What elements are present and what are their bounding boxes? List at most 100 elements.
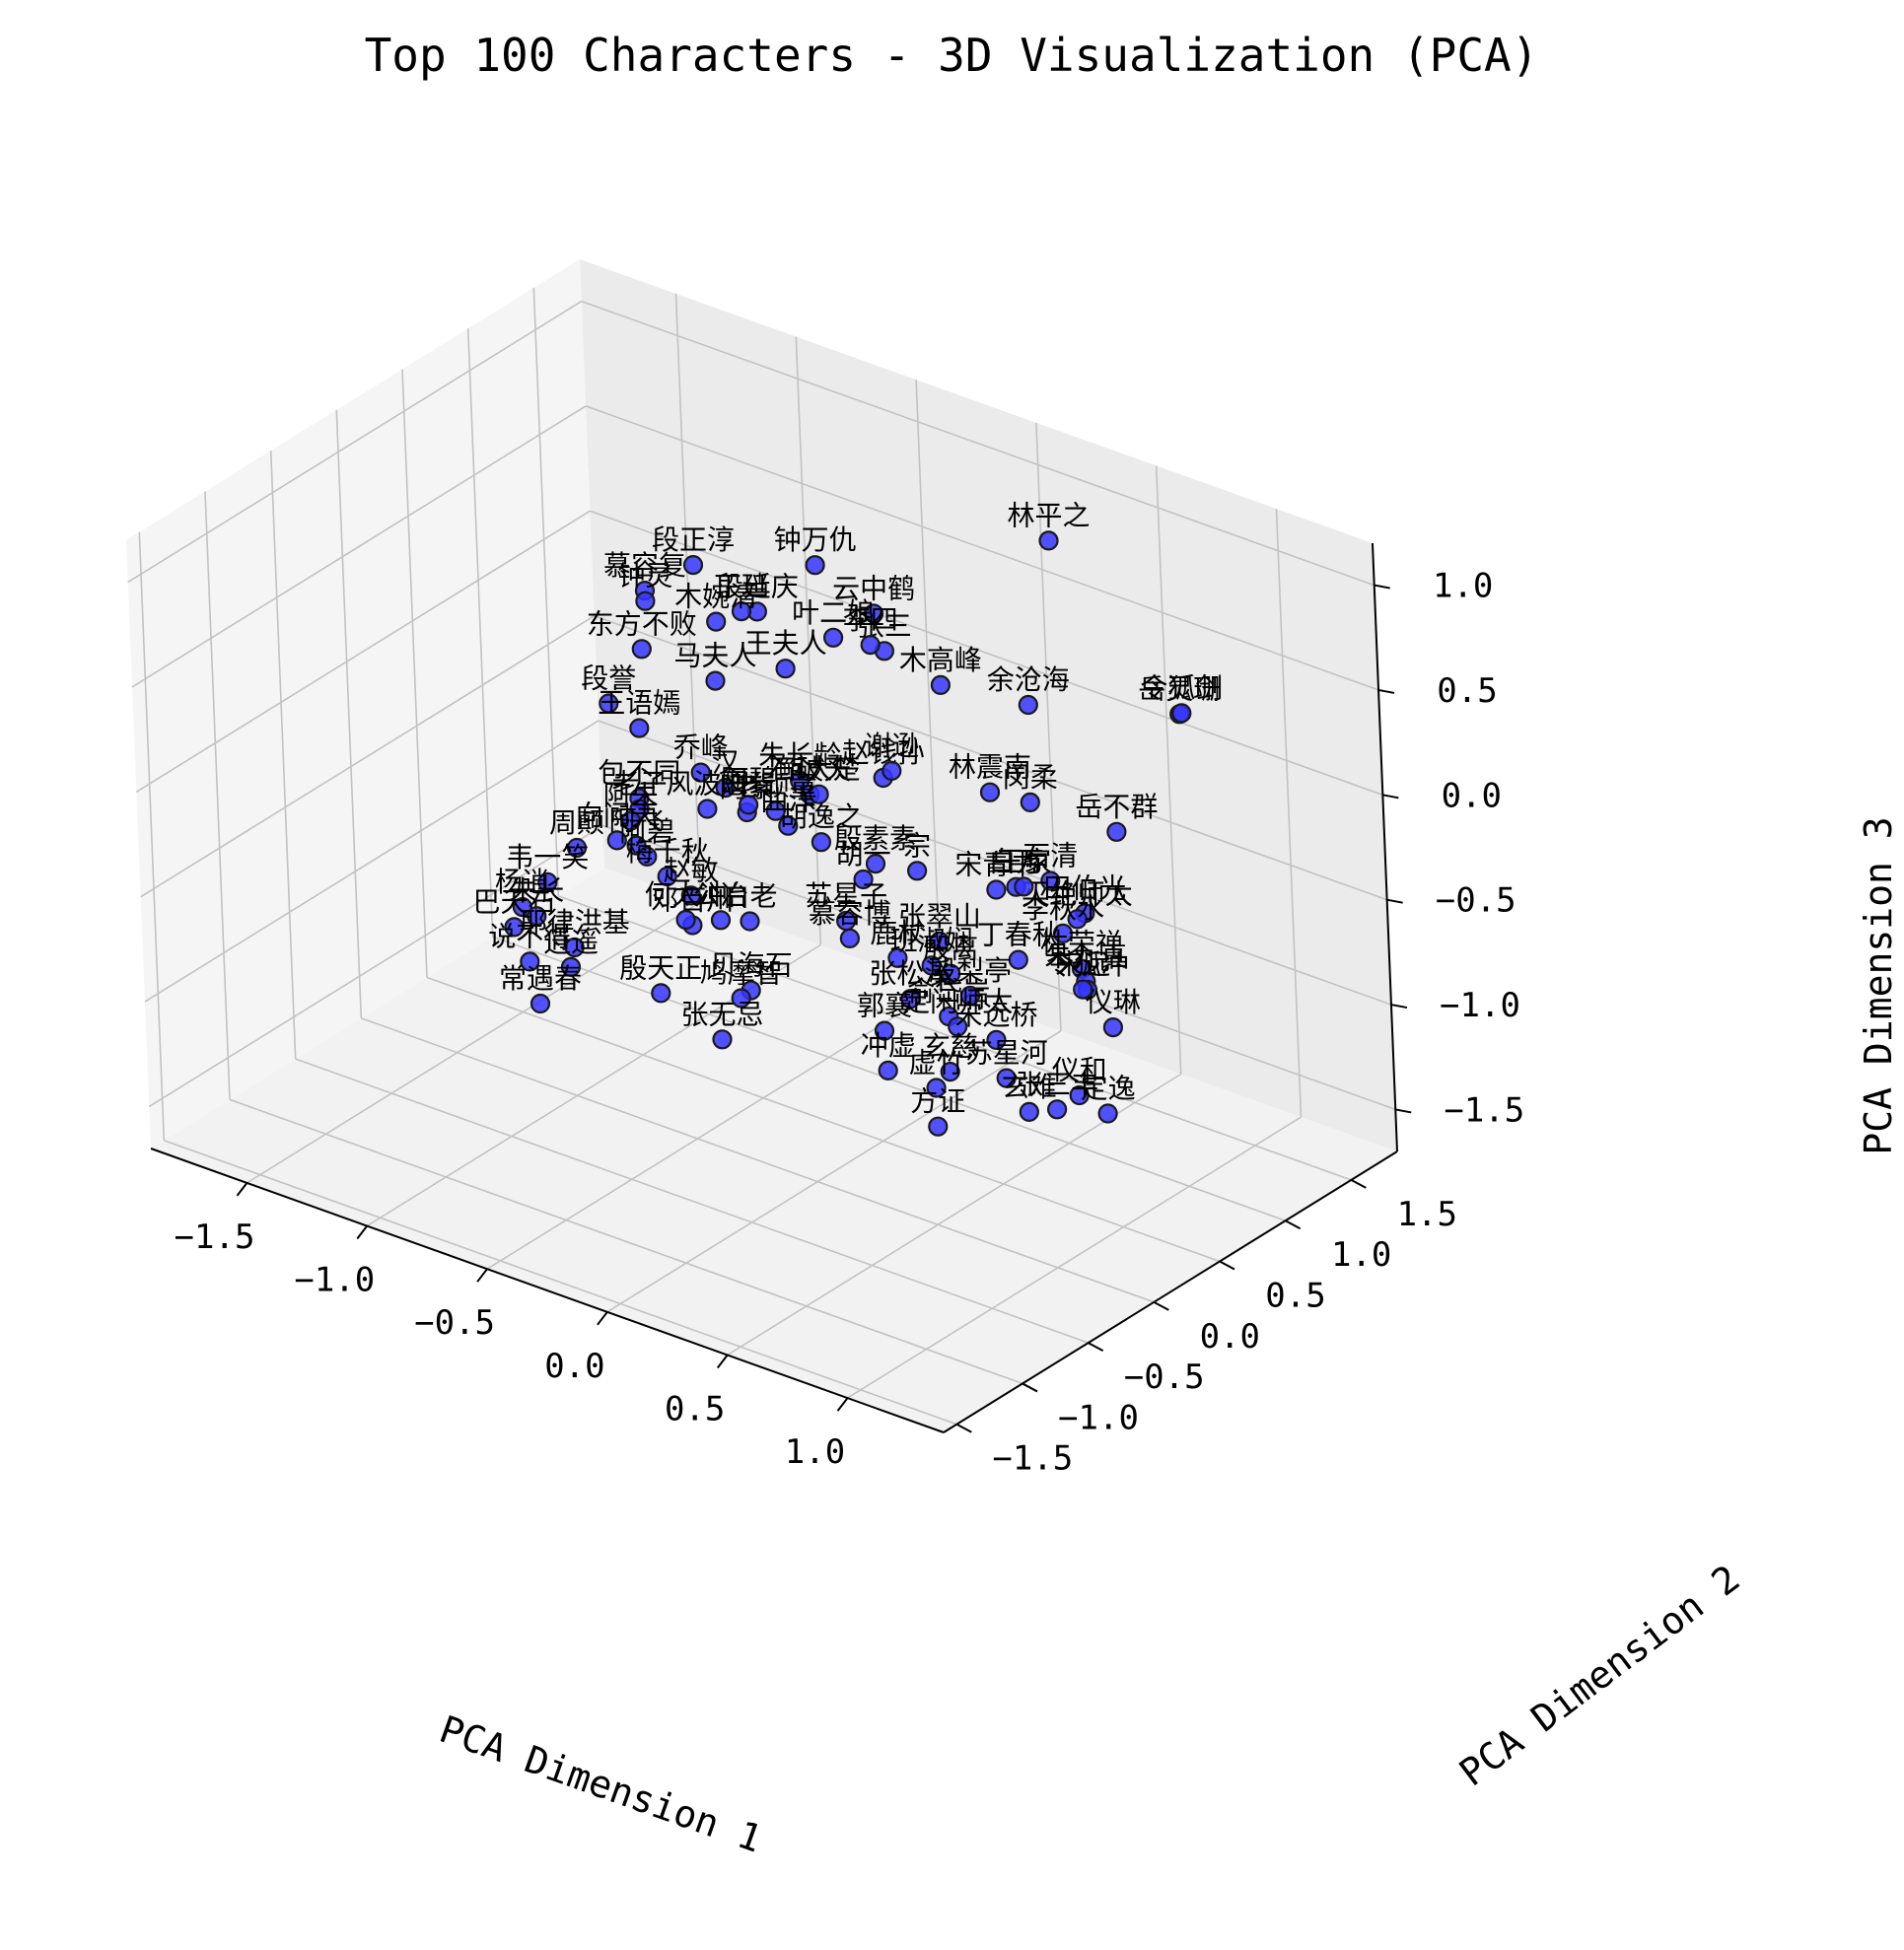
data-point-group: 林平之 (1007, 499, 1091, 551)
gridline-z-left (131, 405, 587, 688)
data-point-label: 岳不群 (1075, 791, 1158, 823)
data-point (881, 760, 902, 782)
data-point (811, 832, 832, 853)
data-point-group: 余沧海 (987, 663, 1070, 716)
data-point (863, 603, 884, 624)
data-point-label: 张三丰 (1016, 1068, 1098, 1100)
data-point (926, 1078, 947, 1098)
gridline-z-left (144, 720, 599, 1003)
data-point-group: 木高峰 (899, 644, 982, 696)
data-point-label: 段正淳 (652, 523, 735, 556)
data-point-label: 灭绝师太 (1023, 877, 1133, 910)
data-point-label: 殷天正 (619, 951, 702, 984)
x-tick-label: −1.5 (175, 1218, 255, 1257)
data-point-group: 李四 (843, 603, 898, 656)
data-point-label: 老子 (611, 768, 667, 801)
y-tick-label: 0.5 (1265, 1277, 1325, 1316)
gridline-x-floor (847, 1116, 1302, 1399)
data-point-label: 令狐冲 (1046, 948, 1129, 981)
data-point-label: 张翠山 (898, 900, 981, 933)
y-tick-label: 0.0 (1200, 1317, 1260, 1357)
data-point-label: 李秋水 (1022, 892, 1104, 925)
y-axis-label: PCA Dimension 2 (1451, 1557, 1748, 1795)
data-point-group: 宋远 (1055, 948, 1110, 1000)
gridline-y-left (269, 451, 297, 1060)
data-point (715, 777, 736, 799)
data-point-group: 李秋水 (1022, 892, 1104, 944)
data-point-group: 钟万仇 (774, 523, 857, 576)
data-point (805, 555, 825, 576)
data-point-label: 苏星河 (965, 1037, 1048, 1070)
data-point-group: 殷天正 (619, 951, 702, 1004)
data-point-label: 常遇春 (499, 962, 582, 995)
gridline-z-left (148, 824, 603, 1108)
data-point-group: 定逸 (1081, 1073, 1136, 1124)
data-point-label: 王夫人 (744, 627, 827, 660)
gridline-z-back (590, 510, 1383, 797)
data-point-label: 仪琳 (1086, 986, 1141, 1018)
data-point (948, 1016, 968, 1037)
gridline-z-back (602, 824, 1396, 1111)
y-tick-mark (955, 1423, 972, 1433)
data-point-group: 曲洋 (760, 785, 815, 836)
data-point-group: 玄难 (1002, 1071, 1057, 1123)
data-point-label: 朱九真 (1044, 940, 1127, 973)
data-point-group: 谢逊 (864, 730, 919, 782)
gridline-x-floor (606, 1030, 1062, 1313)
gridline-y-floor (229, 1098, 1023, 1385)
y-tick-label: −0.5 (1124, 1358, 1205, 1397)
gridline-z-back (581, 300, 1375, 587)
z-tick-label: 0.0 (1442, 776, 1502, 815)
y-tick-mark (1088, 1342, 1104, 1353)
data-point-group: 白老 (722, 880, 778, 932)
z-tick-label: −0.5 (1436, 881, 1516, 921)
data-point-label: 周颠 (549, 806, 604, 839)
gridline-y-floor (295, 1058, 1089, 1344)
data-point (1171, 703, 1192, 724)
gridline-z-left (135, 510, 591, 793)
data-point (1008, 949, 1028, 970)
data-point (986, 879, 1007, 900)
data-point-label: 鹿杖 (870, 917, 925, 949)
z-tick-mark (1374, 584, 1390, 590)
data-point-group: 阿朱 (603, 780, 659, 831)
data-point (1046, 1099, 1068, 1120)
data-point-group: 殷梨亭 (929, 954, 1012, 1007)
data-point-group: 冲虚 (861, 1029, 916, 1081)
data-point-label: 玄慈 (923, 1030, 978, 1063)
z-tick-mark (1386, 898, 1403, 904)
data-point-group: 石破天 (768, 753, 851, 805)
data-point-group: 段正淳 (652, 523, 735, 576)
z-tick-mark (1377, 688, 1395, 694)
data-point-label: 段誉 (581, 662, 636, 695)
data-point-label: 虚竹 (909, 1047, 964, 1079)
data-point-group: 梅千秋 (626, 835, 709, 887)
data-point (959, 985, 981, 1007)
data-point (697, 799, 718, 819)
data-point-group: 丁春秋 (977, 919, 1060, 970)
data-point (731, 600, 752, 622)
data-point-label: 赵敏 (664, 854, 719, 886)
chart-title: Top 100 Characters - 3D Visualization (P… (365, 29, 1539, 82)
data-point (537, 871, 558, 893)
data-point-group: 仪琳 (1086, 986, 1141, 1038)
data-point-group: 赵钱孙 (842, 736, 925, 789)
data-point-group: 云中鹤 (832, 572, 915, 624)
data-point (822, 627, 844, 648)
data-point-label: 王家 (996, 845, 1051, 877)
data-point (651, 983, 671, 1004)
data-point (996, 1068, 1017, 1088)
data-point (680, 885, 701, 906)
data-point (504, 917, 525, 938)
gridline-y-floor (164, 1139, 957, 1426)
z-tick-label: −1.0 (1440, 986, 1520, 1025)
data-point (712, 1029, 733, 1050)
data-point-group: 逍遥 (543, 926, 599, 978)
x-tick-mark (356, 1224, 369, 1240)
y-tick-mark (1022, 1382, 1038, 1393)
data-point (775, 659, 796, 679)
gridline-z-back (585, 405, 1379, 691)
data-point-label: 汉 (712, 746, 740, 779)
z-axis-label: PCA Dimension 3 (1857, 816, 1900, 1154)
